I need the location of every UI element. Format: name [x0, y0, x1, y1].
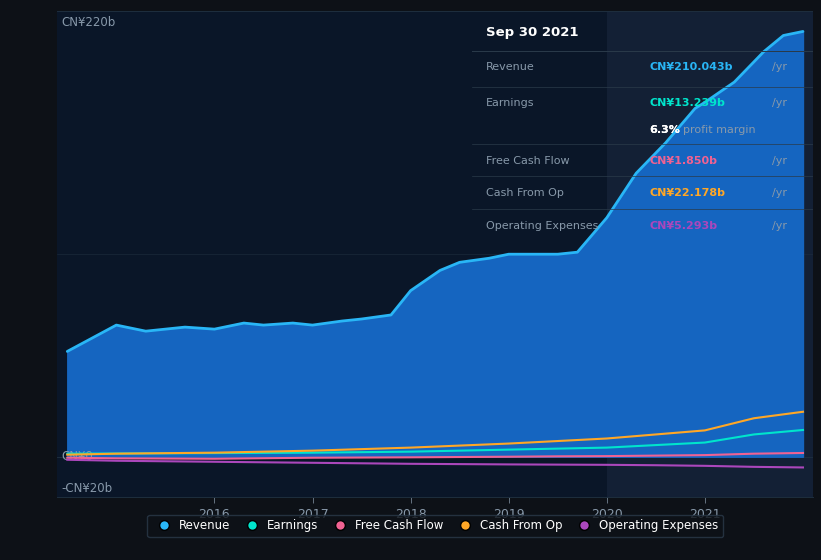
Text: Cash From Op: Cash From Op: [486, 188, 563, 198]
Text: CN¥1.850b: CN¥1.850b: [649, 156, 718, 166]
Text: CN¥13.239b: CN¥13.239b: [649, 99, 725, 109]
Text: 6.3%: 6.3%: [649, 125, 680, 135]
Text: /yr: /yr: [772, 156, 787, 166]
Text: CN¥5.293b: CN¥5.293b: [649, 221, 718, 231]
Text: CN¥210.043b: CN¥210.043b: [649, 62, 733, 72]
Text: Operating Expenses: Operating Expenses: [486, 221, 598, 231]
Text: /yr: /yr: [772, 62, 787, 72]
Text: 6.3%: 6.3%: [649, 125, 680, 135]
Text: CN¥0: CN¥0: [62, 450, 93, 463]
Text: Revenue: Revenue: [486, 62, 534, 72]
Text: /yr: /yr: [772, 221, 787, 231]
Bar: [607, 11, 821, 497]
Text: /yr: /yr: [772, 188, 787, 198]
Text: CN¥22.178b: CN¥22.178b: [649, 188, 725, 198]
Text: Free Cash Flow: Free Cash Flow: [486, 156, 569, 166]
Text: Earnings: Earnings: [486, 99, 534, 109]
Text: /yr: /yr: [772, 99, 787, 109]
Text: -CN¥20b: -CN¥20b: [62, 482, 112, 495]
Legend: Revenue, Earnings, Free Cash Flow, Cash From Op, Operating Expenses: Revenue, Earnings, Free Cash Flow, Cash …: [147, 515, 723, 537]
Text: Sep 30 2021: Sep 30 2021: [486, 26, 578, 39]
Text: profit margin: profit margin: [683, 125, 756, 135]
Text: CN¥220b: CN¥220b: [62, 16, 116, 29]
